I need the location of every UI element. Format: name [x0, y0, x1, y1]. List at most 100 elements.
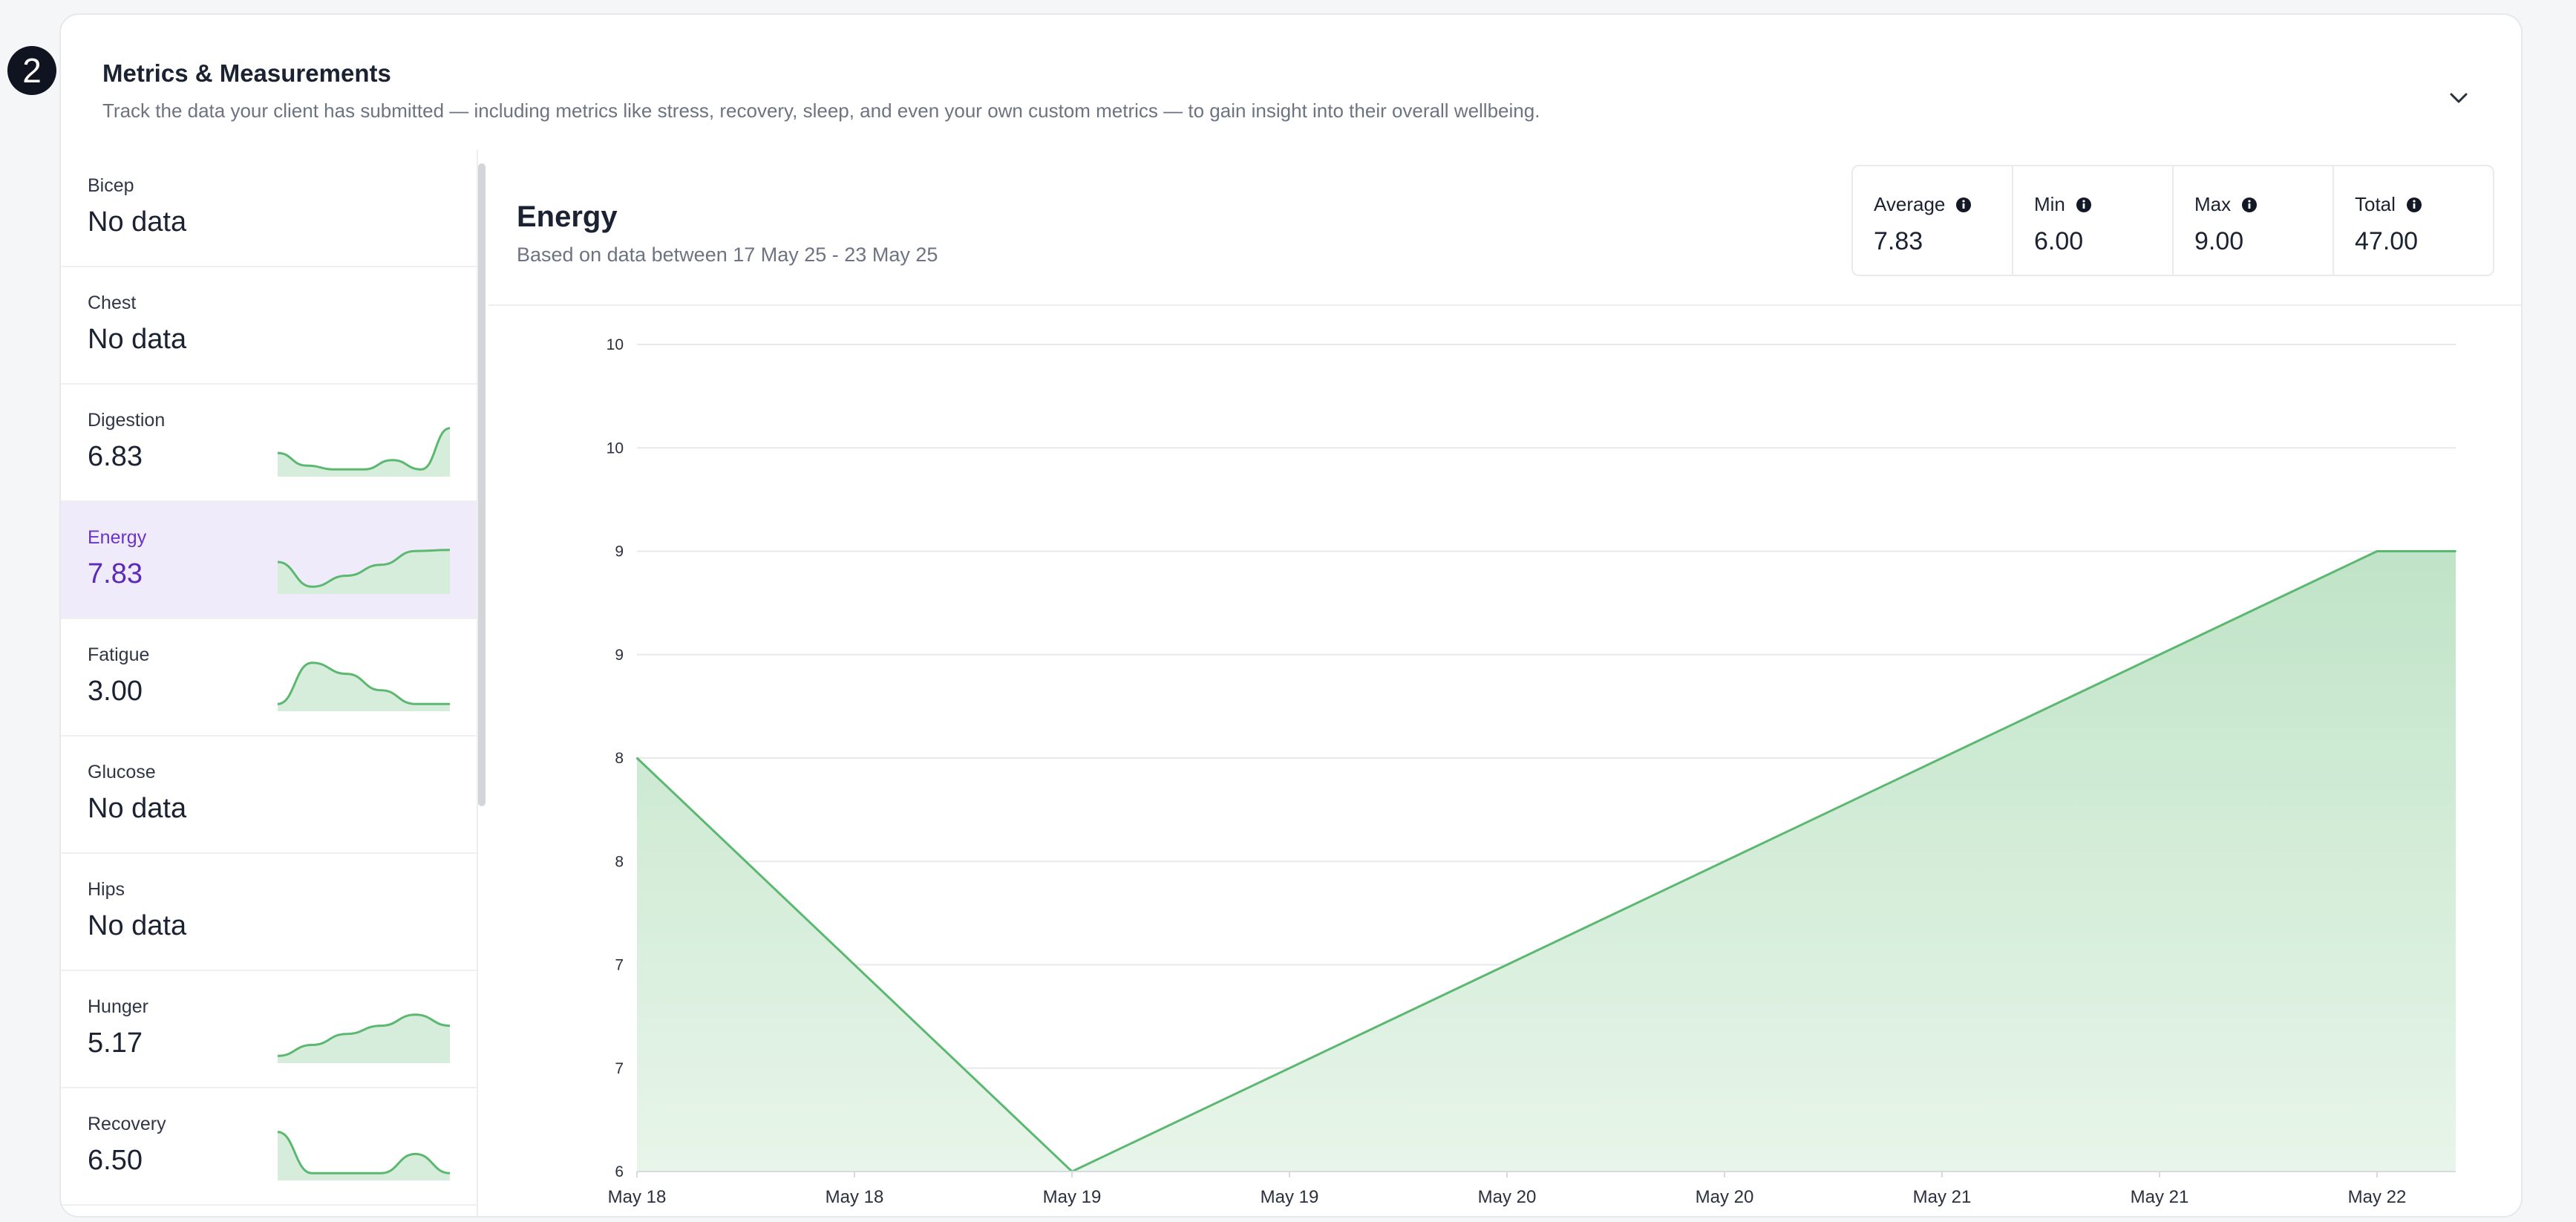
series-line	[635, 550, 2456, 1173]
info-icon[interactable]	[2241, 195, 2258, 218]
sparkline-area	[278, 428, 450, 477]
metric-name: Glucose	[88, 762, 156, 782]
series-area	[637, 551, 2456, 1172]
sidebar-scrollbar[interactable]	[478, 163, 486, 806]
sparkline-area	[278, 1014, 450, 1063]
chart-title: Energy	[517, 200, 618, 233]
data-point-3	[1941, 757, 1943, 759]
y-tick-label: 10	[607, 336, 624, 353]
metric-value: No data	[88, 793, 187, 824]
metric-value: 3.00	[88, 676, 143, 707]
chart-date-range: Based on data between 17 May 25 - 23 May…	[517, 244, 938, 266]
metric-name: Hips	[88, 879, 125, 900]
y-tick-label: 8	[615, 853, 624, 870]
section-subtitle: Track the data your client has submitted…	[102, 99, 1540, 122]
sparkline-line	[278, 1131, 450, 1174]
metric-item-digestion[interactable]: Digestion 6.83	[61, 385, 477, 502]
metric-sparkline	[278, 549, 450, 594]
data-point-2	[1506, 964, 1508, 966]
metric-item-chest[interactable]: Chest No data	[61, 267, 477, 385]
y-tick-label: 10	[607, 440, 624, 457]
metric-sparkline	[278, 661, 450, 711]
metric-item-fatigue[interactable]: Fatigue 3.00	[61, 619, 477, 736]
divider	[488, 304, 2521, 306]
sparkline-area	[278, 662, 450, 711]
metric-name: Hunger	[88, 996, 148, 1017]
stat-average: Average 7.83	[1853, 166, 2013, 275]
stat-label-text: Min	[2034, 193, 2065, 215]
x-tick-label: May 19	[1261, 1187, 1319, 1207]
info-icon[interactable]	[2076, 195, 2092, 218]
metric-name: Bicep	[88, 175, 134, 196]
y-tick-label: 6	[615, 1163, 624, 1180]
data-point-0	[636, 757, 638, 759]
metric-name: Recovery	[88, 1114, 166, 1134]
sparkline-area	[278, 549, 450, 594]
stat-value: 47.00	[2355, 227, 2419, 255]
x-tick-label: May 21	[2131, 1187, 2189, 1207]
metric-value: 6.50	[88, 1145, 143, 1176]
sparkline-area	[278, 1131, 450, 1180]
metric-name: Chest	[88, 293, 137, 313]
collapse-button[interactable]	[2442, 82, 2475, 114]
metrics-sidebar: Bicep No data Chest No data Digestion 6.83 Ene…	[61, 150, 478, 1216]
metric-name: Fatigue	[88, 644, 150, 665]
stat-label: Max	[2194, 193, 2258, 218]
stat-min: Min 6.00	[2013, 166, 2174, 275]
x-tick-label: May 20	[1478, 1187, 1537, 1207]
stats-summary: Average 7.83 Min 6.00 Max 9.00 Total 47.00	[1851, 165, 2494, 276]
section-title: Metrics & Measurements	[102, 59, 391, 87]
stat-max: Max 9.00	[2174, 166, 2334, 275]
stat-label-text: Average	[1874, 193, 1946, 215]
y-tick-label: 8	[615, 750, 624, 767]
x-tick-label: May 20	[1696, 1187, 1754, 1207]
sparkline-line	[278, 1013, 450, 1057]
info-icon[interactable]	[1955, 195, 1972, 218]
metric-sparkline	[278, 1013, 450, 1063]
energy-area-chart: 10 10 9 9 8 8 7 7 6 May 18 May 18 May 19 May 19 May 2…	[607, 336, 2456, 1207]
data-point-5	[2455, 550, 2456, 552]
metric-item-bicep[interactable]: Bicep No data	[61, 150, 477, 267]
metric-item-glucose[interactable]: Glucose No data	[61, 736, 477, 854]
metric-name: Energy	[88, 527, 147, 548]
stat-label-text: Max	[2194, 193, 2232, 215]
metric-detail-panel: Energy Based on data between 17 May 25 -…	[488, 150, 2521, 1216]
metric-name: Digestion	[88, 410, 166, 431]
metric-sparkline	[278, 427, 450, 477]
metric-value: No data	[88, 206, 187, 238]
stat-label-text: Total	[2355, 193, 2396, 215]
metric-value: No data	[88, 910, 187, 941]
x-tick-label: May 22	[2348, 1187, 2407, 1207]
metric-item-recovery[interactable]: Recovery 6.50	[61, 1088, 477, 1206]
metric-value: No data	[88, 324, 187, 355]
stat-value: 7.83	[1874, 227, 1923, 255]
stat-label: Average	[1874, 193, 1972, 218]
stat-total: Total 47.00	[2334, 166, 2493, 275]
sparkline-line	[278, 427, 450, 471]
metric-value: 6.83	[88, 441, 143, 472]
y-tick-label: 9	[615, 647, 624, 664]
chevron-down-icon	[2450, 93, 2468, 103]
x-tick-label: May 21	[1913, 1187, 1972, 1207]
stat-value: 9.00	[2194, 227, 2244, 255]
metric-value: 7.83	[88, 558, 143, 589]
info-icon[interactable]	[2406, 195, 2422, 218]
sparkline-line	[278, 549, 450, 588]
x-tick-label: May 19	[1043, 1187, 1102, 1207]
data-point-4	[2376, 550, 2378, 552]
sparkline-line	[278, 661, 450, 705]
stat-label: Min	[2034, 193, 2092, 218]
metric-sparkline	[278, 1131, 450, 1180]
stat-label: Total	[2355, 193, 2422, 218]
metric-item-hunger[interactable]: Hunger 5.17	[61, 971, 477, 1088]
metric-value: 5.17	[88, 1027, 143, 1059]
x-tick-label: May 18	[608, 1187, 667, 1207]
stat-value: 6.00	[2034, 227, 2084, 255]
metric-item-hips[interactable]: Hips No data	[61, 854, 477, 971]
step-number-badge: 2	[7, 46, 56, 95]
y-tick-label: 9	[615, 543, 624, 561]
y-tick-label: 7	[615, 957, 624, 974]
x-tick-label: May 18	[826, 1187, 884, 1207]
metric-item-energy[interactable]: Energy 7.83	[61, 502, 477, 619]
y-tick-label: 7	[615, 1060, 624, 1077]
